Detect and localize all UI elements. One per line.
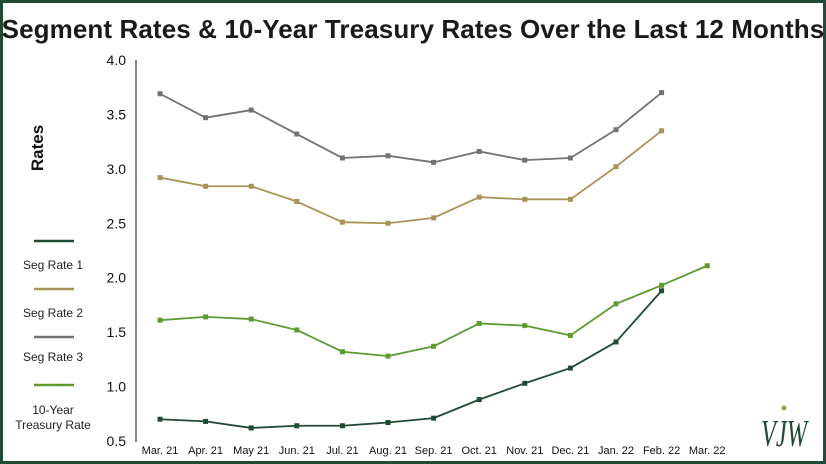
data-point — [385, 153, 391, 159]
data-point — [385, 419, 391, 425]
data-point — [294, 199, 300, 205]
data-point — [567, 365, 573, 371]
x-tick-label: Mar. 21 — [142, 445, 179, 457]
data-point — [476, 148, 482, 154]
data-point — [157, 317, 163, 323]
data-point — [339, 349, 345, 355]
data-point — [431, 415, 437, 421]
legend-label: Treasury Rate — [15, 418, 91, 432]
data-point — [522, 196, 528, 202]
data-point — [385, 353, 391, 359]
y-tick-label: 3.0 — [107, 161, 127, 177]
y-tick-label: 3.5 — [107, 106, 127, 122]
x-tick-label: Oct. 21 — [461, 445, 496, 457]
y-tick-label: 2.0 — [107, 270, 127, 286]
x-tick-label: Dec. 21 — [551, 445, 589, 457]
legend: Seg Rate 1 Seg Rate 2 Seg Rate 3 10-YearTre… — [15, 239, 91, 432]
legend-label: 10-Year — [32, 403, 74, 417]
data-point — [339, 423, 345, 429]
data-point — [157, 416, 163, 422]
y-tick-label: 2.5 — [107, 215, 127, 231]
data-point — [704, 263, 710, 269]
series-line — [159, 290, 663, 429]
series-line — [159, 91, 663, 164]
x-tick-label: Aug. 21 — [369, 445, 407, 457]
data-point — [613, 164, 619, 170]
y-axis-ticks: 4.0 3.5 3.0 2.5 2.0 1.5 1.0 0.5 — [107, 52, 127, 449]
logo: VJW — [761, 405, 809, 455]
series-line — [159, 130, 663, 225]
data-point — [567, 332, 573, 338]
x-tick-label: Jun. 21 — [279, 445, 315, 457]
x-tick-label: Jul. 21 — [326, 445, 358, 457]
data-point — [248, 425, 254, 431]
x-tick-label: Nov. 21 — [506, 445, 543, 457]
chart-title: Segment Rates & 10-Year Treasury Rates O… — [1, 14, 825, 44]
data-point — [659, 288, 665, 294]
data-point — [659, 90, 665, 96]
legend-label: Seg Rate 3 — [23, 350, 83, 364]
data-point — [659, 128, 665, 134]
x-tick-label: Apr. 21 — [188, 445, 223, 457]
series-group — [157, 90, 710, 431]
data-point — [339, 219, 345, 225]
data-point — [613, 339, 619, 345]
series-line — [159, 264, 708, 357]
x-tick-label: Jan. 22 — [598, 445, 634, 457]
x-tick-label: Sep. 21 — [415, 445, 453, 457]
data-point — [522, 323, 528, 329]
logo-mark: VJW — [761, 413, 809, 455]
data-point — [522, 380, 528, 386]
data-point — [431, 343, 437, 349]
legend-label: Seg Rate 2 — [23, 306, 83, 320]
data-point — [431, 159, 437, 165]
data-point — [476, 397, 482, 403]
data-point — [613, 127, 619, 133]
y-tick-label: 1.0 — [107, 379, 127, 395]
data-point — [476, 320, 482, 326]
data-point — [203, 418, 209, 424]
data-point — [294, 423, 300, 429]
y-tick-label: 1.5 — [107, 324, 127, 340]
data-point — [248, 107, 254, 113]
data-point — [203, 115, 209, 121]
y-tick-label: 4.0 — [107, 52, 127, 68]
data-point — [203, 314, 209, 320]
data-point — [203, 183, 209, 189]
data-point — [339, 155, 345, 161]
x-tick-label: May 21 — [233, 445, 269, 457]
data-point — [431, 215, 437, 221]
data-point — [248, 316, 254, 322]
data-point — [567, 155, 573, 161]
data-point — [385, 220, 391, 226]
data-point — [248, 183, 254, 189]
data-point — [294, 327, 300, 333]
data-point — [294, 131, 300, 137]
data-point — [476, 194, 482, 200]
data-point — [567, 196, 573, 202]
legend-label: Seg Rate 1 — [23, 258, 83, 272]
data-point — [613, 301, 619, 307]
x-axis-ticks: Mar. 21 Apr. 21 May 21 Jun. 21 Jul. 21 Aug. 2… — [142, 445, 726, 457]
x-tick-label: Mar. 22 — [689, 445, 726, 457]
data-point — [157, 91, 163, 97]
x-tick-label: Feb. 22 — [643, 445, 680, 457]
data-point — [659, 282, 665, 288]
y-tick-label: 0.5 — [107, 433, 127, 449]
data-point — [157, 175, 163, 181]
data-point — [522, 157, 528, 163]
